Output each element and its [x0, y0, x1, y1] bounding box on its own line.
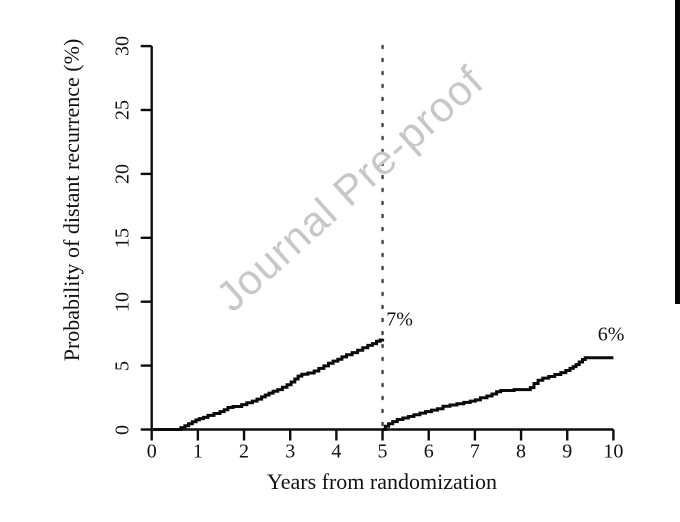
- x-tick-label: 1: [192, 440, 203, 463]
- x-tick-label: 10: [603, 440, 624, 463]
- curve-end-label-6pct: 6%: [597, 323, 625, 346]
- x-tick-label: 5: [377, 440, 388, 463]
- x-tick-label: 0: [146, 440, 157, 463]
- x-tick-label: 3: [285, 440, 296, 463]
- y-tick-label: 0: [111, 424, 134, 435]
- y-tick-label: 20: [111, 163, 134, 184]
- scan-edge-artifact: [675, 0, 680, 304]
- y-tick-label: 30: [111, 36, 134, 57]
- recurrence-step-curve-1: [151, 338, 385, 431]
- x-tick-label: 2: [239, 440, 250, 463]
- x-tick-label: 6: [423, 440, 434, 463]
- y-axis-title: Probability of distant recurrence (%): [59, 38, 84, 362]
- x-tick-label: 9: [562, 440, 573, 463]
- x-tick-label: 7: [469, 440, 480, 463]
- recurrence-step-curve-2: [382, 356, 614, 431]
- y-tick-label: 5: [111, 360, 134, 371]
- curve-end-label-7pct: 7%: [386, 308, 413, 331]
- y-tick-label: 15: [111, 227, 134, 248]
- y-tick-label: 10: [111, 291, 134, 312]
- x-tick-label: 4: [331, 440, 342, 463]
- x-tick-label: 8: [516, 440, 527, 463]
- y-tick-label: 25: [111, 100, 134, 120]
- x-axis-title: Years from randomization: [267, 469, 497, 494]
